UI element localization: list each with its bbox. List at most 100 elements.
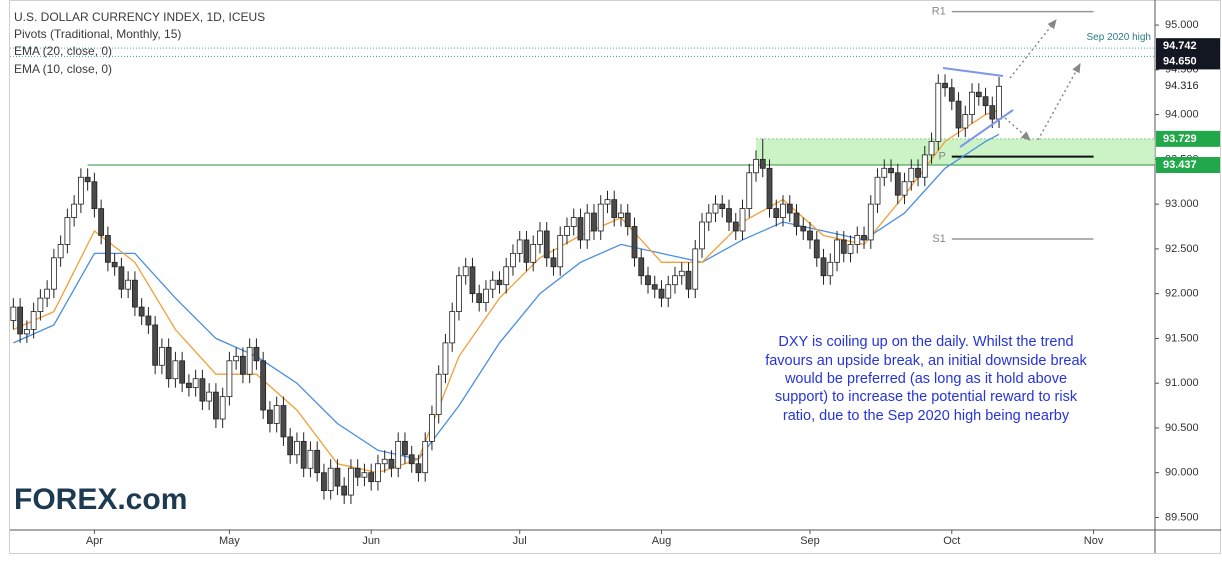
- candle-body: [415, 463, 422, 474]
- candle-body: [23, 329, 30, 335]
- candle-body: [172, 360, 179, 380]
- candle-body: [780, 203, 786, 218]
- candle-body: [854, 235, 861, 245]
- y-tick-label: 92.000: [1165, 288, 1199, 300]
- last-price-label: 94.316: [1165, 80, 1199, 92]
- candle-body: [651, 284, 658, 290]
- candle-body: [867, 203, 874, 241]
- candle-body: [820, 257, 827, 277]
- level-label-box: [1156, 53, 1220, 70]
- candle-body: [523, 239, 530, 263]
- candle-body: [618, 212, 624, 218]
- candle-body: [294, 440, 300, 456]
- annotation-line: support) to increase the potential rewar…: [775, 389, 1078, 405]
- x-tick-label: Sep: [800, 535, 820, 547]
- candle-body: [996, 85, 1002, 120]
- legend-entry: EMA (10, close, 0): [14, 62, 112, 76]
- candle-body: [645, 275, 651, 286]
- candle-body: [800, 226, 807, 232]
- candle-body: [793, 212, 800, 227]
- candle-body: [476, 293, 483, 304]
- level-label: 94.742: [1163, 40, 1197, 52]
- zone-label-box: [1156, 156, 1220, 173]
- candle-body: [71, 203, 78, 218]
- candle-body: [118, 266, 125, 290]
- candle-body: [989, 105, 996, 120]
- candle-body: [260, 360, 267, 411]
- candle-body: [226, 360, 233, 398]
- annotation-line: ratio, due to the Sep 2020 high being ne…: [783, 408, 1070, 424]
- x-tick-label: May: [219, 535, 240, 547]
- level-label: 94.650: [1163, 55, 1197, 67]
- frame: [9, 0, 1221, 554]
- candle-body: [307, 449, 314, 469]
- candle-body: [159, 346, 165, 366]
- arrow-pullback: [1004, 117, 1031, 141]
- candle-body: [240, 355, 246, 375]
- candle-body: [64, 217, 71, 245]
- candle-body: [192, 378, 199, 389]
- candle-body: [179, 360, 186, 384]
- candle-body: [550, 257, 557, 268]
- candle-body: [300, 440, 307, 469]
- x-tick-label: Jul: [513, 535, 527, 547]
- candle-body: [57, 244, 64, 259]
- chart-title: U.S. DOLLAR CURRENCY INDEX, 1D, ICEUS: [14, 10, 265, 24]
- candle-body: [888, 167, 894, 174]
- candle-body: [955, 100, 962, 129]
- trendline-lower: [959, 109, 1014, 148]
- candle-body: [982, 96, 989, 107]
- annotation-line: would be preferred (as long as it hold a…: [784, 371, 1067, 387]
- candle-body: [314, 449, 321, 474]
- candle-body: [591, 212, 597, 232]
- candle-body: [510, 252, 516, 268]
- candle-body: [732, 221, 739, 232]
- candle-body: [712, 203, 719, 214]
- zone-label-box: [1156, 130, 1220, 147]
- candle-body: [685, 270, 692, 290]
- candle-body: [429, 414, 435, 442]
- candle-body: [948, 87, 955, 102]
- candle-body: [273, 405, 280, 424]
- candle-body: [570, 217, 577, 227]
- candle-body: [726, 208, 732, 223]
- x-tick-label: Jun: [362, 535, 380, 547]
- candle-body: [111, 261, 118, 268]
- legend-entry: EMA (20, close, 0): [14, 44, 112, 58]
- candle-body: [348, 467, 354, 496]
- candle-body: [631, 226, 638, 259]
- candle-body: [564, 226, 570, 236]
- candle-body: [246, 346, 253, 375]
- candle-body: [186, 382, 192, 389]
- candle-body: [834, 239, 840, 263]
- candle-body: [604, 199, 611, 205]
- candle-body: [408, 454, 415, 465]
- annotation-line: favours an upside break, an initial down…: [765, 353, 1087, 369]
- candle-body: [699, 221, 705, 250]
- candle-body: [395, 440, 402, 469]
- candle-body: [449, 311, 456, 344]
- logo: FOREX.com: [14, 483, 187, 516]
- candle-body: [199, 378, 206, 402]
- annotation-line: DXY is coiling up on the daily. Whilst t…: [778, 334, 1073, 350]
- candle-body: [739, 208, 746, 232]
- candle-body: [678, 270, 685, 277]
- candle-body: [489, 279, 496, 290]
- candle-body: [773, 208, 780, 218]
- candle-body: [908, 167, 915, 183]
- candle-body: [597, 203, 604, 232]
- y-tick-label: 93.000: [1165, 198, 1199, 210]
- candle-body: [145, 315, 152, 326]
- back-layer: 89.500 90.000 90.500 91.000 91.500 92.000 92.5…: [10, 0, 1221, 553]
- candle-body: [942, 82, 948, 89]
- candle-body: [813, 239, 820, 259]
- candle-body: [368, 472, 375, 483]
- candle-body: [341, 485, 348, 496]
- candle-body: [381, 458, 388, 465]
- candle-body: [30, 311, 37, 330]
- candle-body: [483, 288, 489, 304]
- candle-body: [962, 114, 969, 129]
- candle-body: [638, 257, 645, 277]
